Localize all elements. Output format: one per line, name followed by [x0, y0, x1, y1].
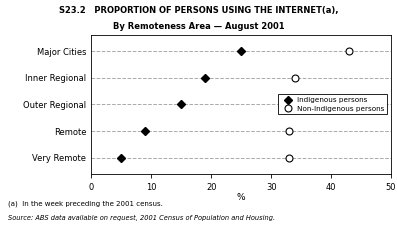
Text: (a)  In the week preceding the 2001 census.: (a) In the week preceding the 2001 censu… [8, 201, 163, 207]
X-axis label: %: % [237, 193, 245, 202]
Text: By Remoteness Area — August 2001: By Remoteness Area — August 2001 [113, 22, 284, 31]
Legend: Indigenous persons, Non-Indigenous persons: Indigenous persons, Non-Indigenous perso… [278, 94, 387, 114]
Text: Source: ABS data available on request, 2001 Census of Population and Housing.: Source: ABS data available on request, 2… [8, 215, 275, 221]
Text: S23.2   PROPORTION OF PERSONS USING THE INTERNET(a),: S23.2 PROPORTION OF PERSONS USING THE IN… [59, 6, 338, 15]
